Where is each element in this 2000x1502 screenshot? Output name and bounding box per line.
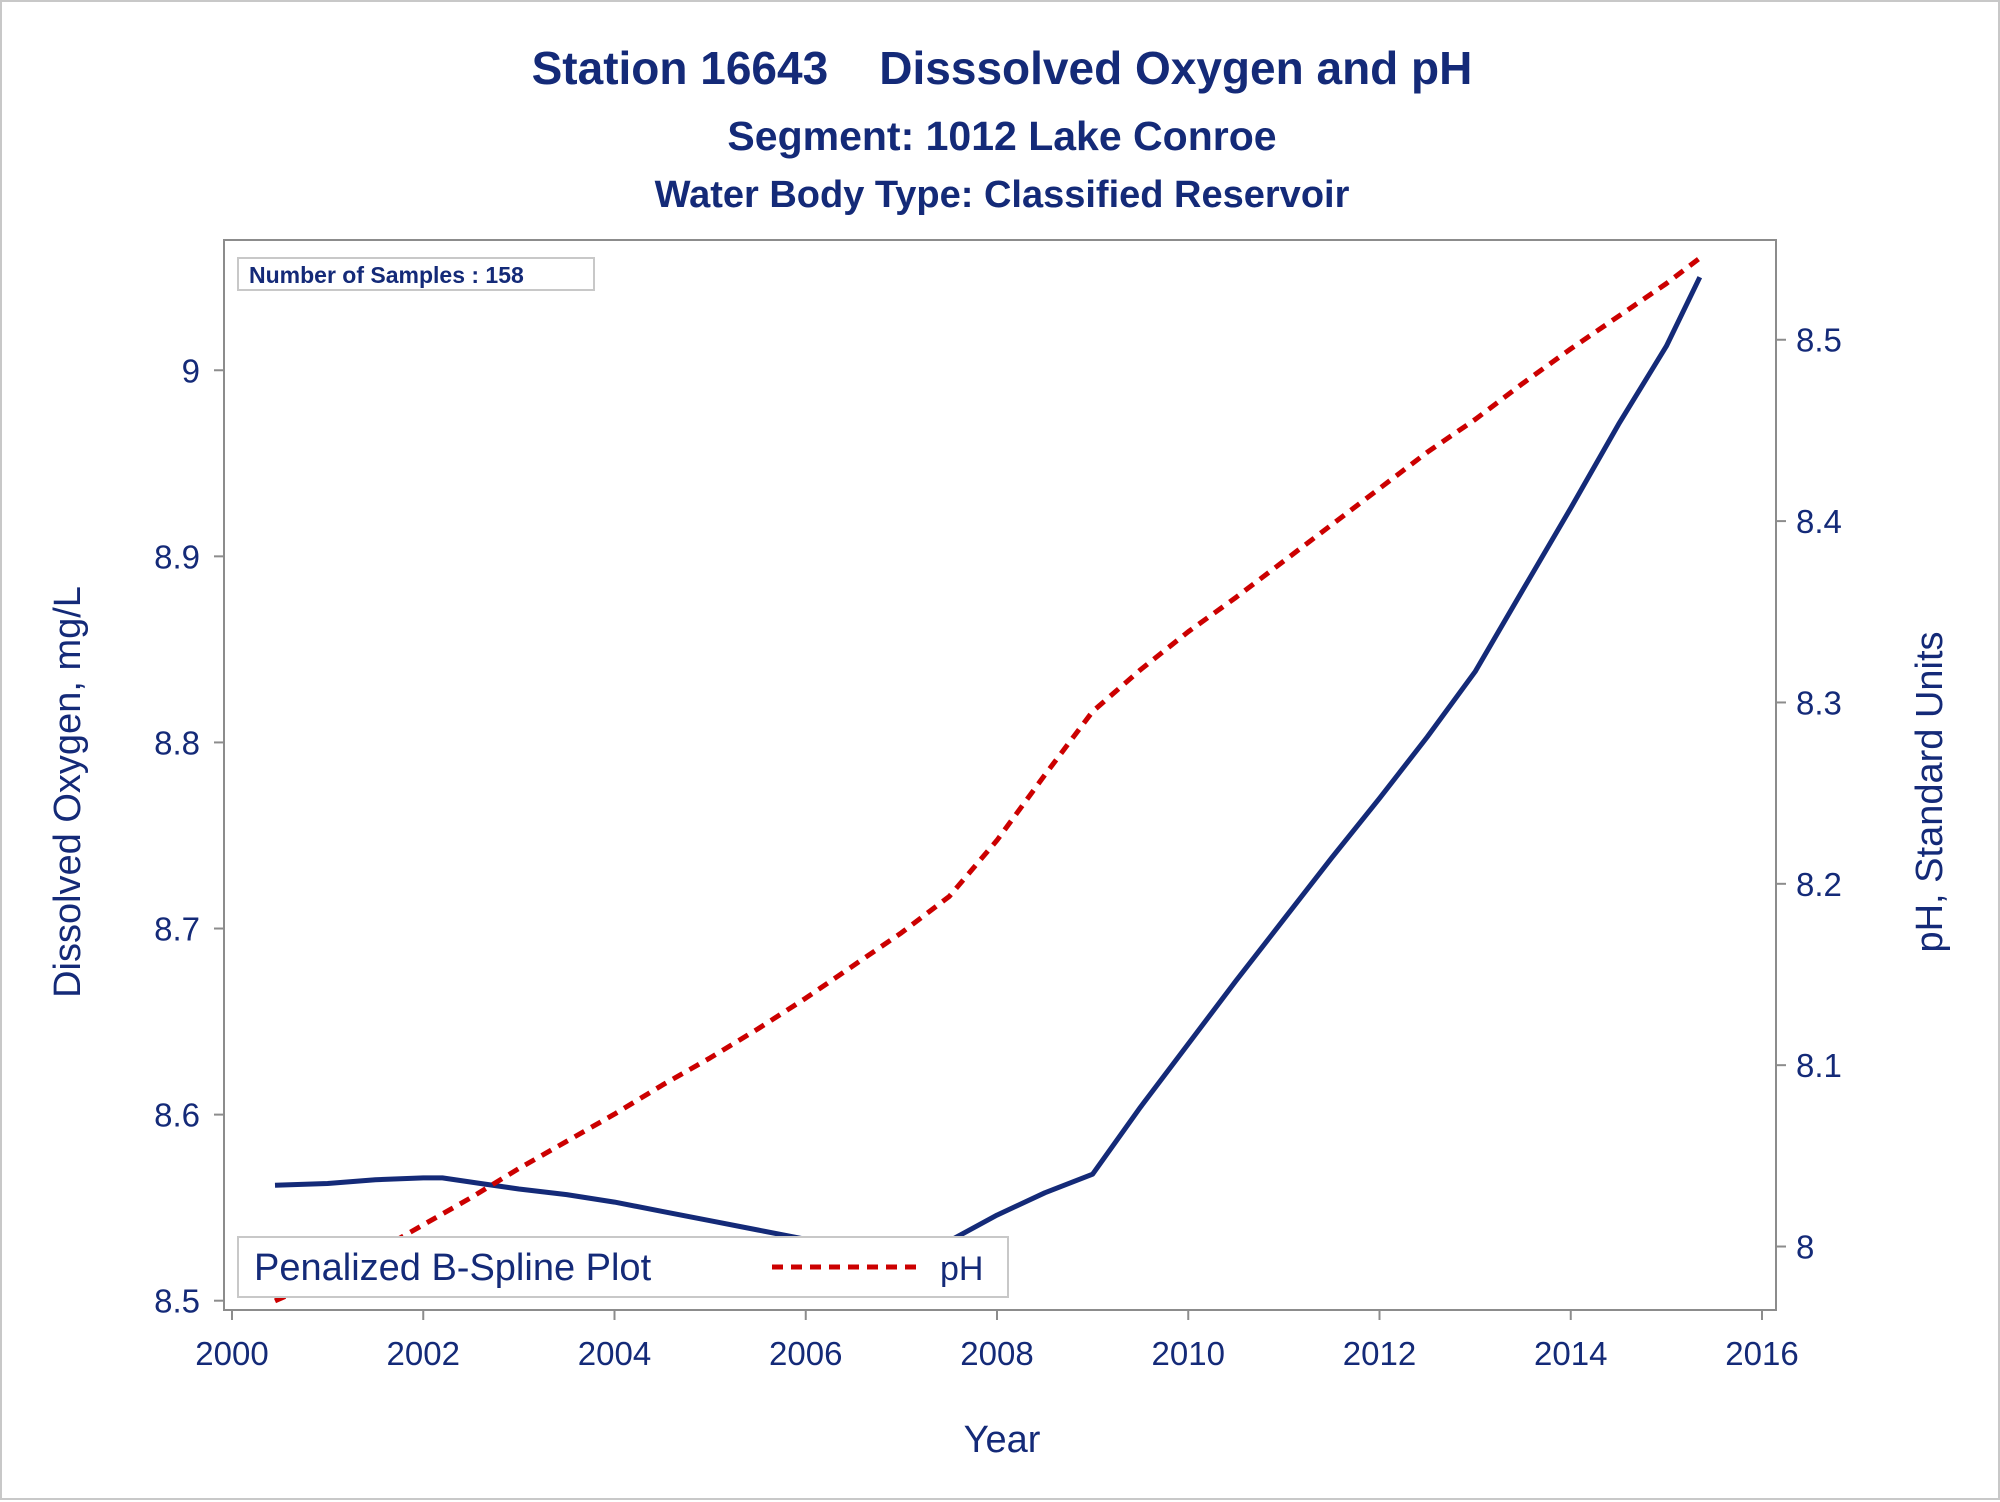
x-tick-label: 2008 xyxy=(960,1335,1033,1372)
y2-tick-label: 8.2 xyxy=(1796,866,1842,903)
y-tick-label: 9 xyxy=(182,352,200,389)
chart-subtitle: Segment: 1012 Lake Conroe xyxy=(727,113,1276,159)
legend-border xyxy=(237,1236,1009,1298)
legend: Penalized B-Spline Plot pH xyxy=(237,1236,1009,1298)
legend-ph-label: pH xyxy=(940,1250,983,1288)
x-axis: 2000 2002 2004 2006 2008 2010 2012 2014 2016 xyxy=(195,1310,1799,1372)
y2-tick-label: 8.3 xyxy=(1796,684,1842,721)
y-tick-label: 8.9 xyxy=(154,538,200,575)
x-tick-label: 2016 xyxy=(1725,1335,1798,1372)
y-tick-label: 8.5 xyxy=(154,1283,200,1320)
y-axis-right: 8 8.1 8.2 8.3 8.4 8.5 xyxy=(1776,322,1842,1266)
x-tick-label: 2004 xyxy=(578,1335,651,1372)
sample-count-text: Number of Samples : 158 xyxy=(249,262,524,288)
y-tick-label: 8.8 xyxy=(154,724,200,761)
y2-tick-label: 8.1 xyxy=(1796,1047,1842,1084)
chart-subtitle-2: Water Body Type: Classified Reservoir xyxy=(655,174,1350,216)
legend-title: Penalized B-Spline Plot xyxy=(254,1247,652,1289)
sample-count-box: Number of Samples : 158 xyxy=(237,257,595,291)
dissolved-oxygen-series-line xyxy=(274,276,1703,1261)
ph-series-line xyxy=(273,256,1702,1304)
plot-area xyxy=(223,239,1777,1311)
x-tick-label: 2006 xyxy=(769,1335,842,1372)
y2-tick-label: 8.5 xyxy=(1796,322,1842,359)
series-group xyxy=(273,256,1703,1304)
y-axis-left: 8.5 8.6 8.7 8.8 8.9 9 xyxy=(154,352,224,1320)
x-tick-label: 2002 xyxy=(387,1335,460,1372)
y-tick-label: 8.7 xyxy=(154,911,200,948)
y2-tick-label: 8 xyxy=(1796,1229,1814,1266)
x-tick-label: 2010 xyxy=(1152,1335,1225,1372)
y2-axis-label: pH, Standard Units xyxy=(1909,631,1951,952)
y-tick-label: 8.6 xyxy=(154,1097,200,1134)
y-axis-label: Dissolved Oxygen, mg/L xyxy=(47,586,89,998)
sample-count-border xyxy=(237,257,595,291)
y2-tick-label: 8.4 xyxy=(1796,503,1842,540)
x-tick-label: 2000 xyxy=(195,1335,268,1372)
x-axis-label: Year xyxy=(964,1419,1041,1461)
x-tick-label: 2012 xyxy=(1343,1335,1416,1372)
x-tick-label: 2014 xyxy=(1534,1335,1607,1372)
chart-title: Station 16643 Disssolved Oxygen and pH xyxy=(532,42,1473,94)
